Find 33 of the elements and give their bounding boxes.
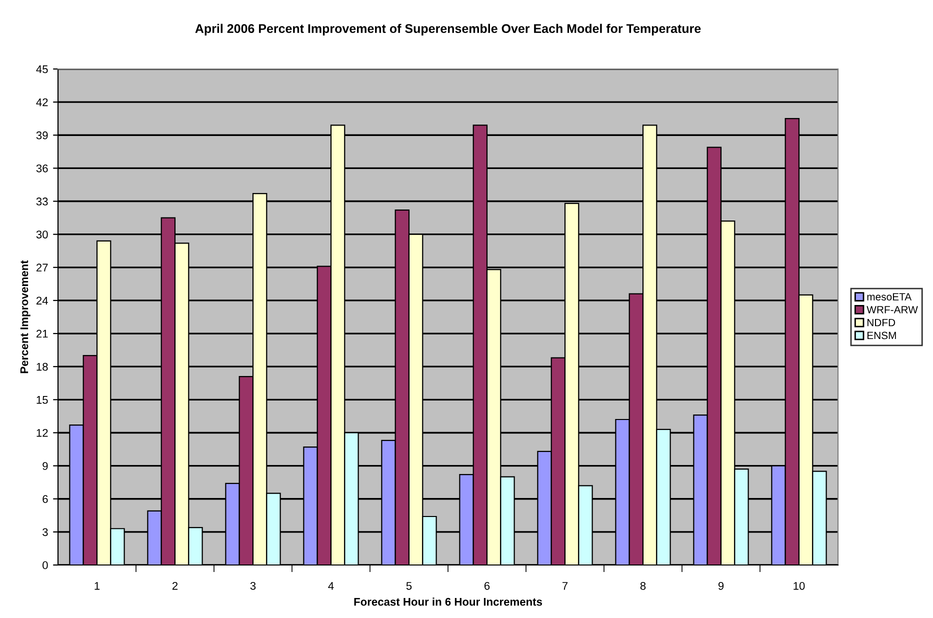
x-tick-label: 4 — [328, 582, 334, 590]
x-axis-title: Forecast Hour in 6 Hour Increments — [354, 598, 542, 606]
y-tick-label: 24 — [36, 296, 48, 304]
y-tick-label: 12 — [36, 429, 48, 437]
x-tick-label: 3 — [250, 582, 256, 590]
x-tick-label: 9 — [718, 582, 724, 590]
legend-label: ENSM — [867, 332, 896, 340]
x-tick-label: 10 — [794, 582, 805, 590]
y-tick-label: 27 — [36, 264, 48, 272]
y-tick-label: 21 — [36, 330, 48, 338]
x-tick-label: 8 — [640, 582, 646, 590]
y-tick-label: 39 — [36, 131, 48, 140]
y-tick-label: 30 — [36, 230, 48, 238]
y-tick-label: 33 — [36, 198, 48, 206]
chart-title: April 2006 Percent Improvement of Superensemble Over Each Model for Temperature — [195, 24, 701, 36]
x-tick-label: 7 — [562, 582, 568, 590]
legend-label: NDFD — [867, 319, 896, 326]
y-tick-label: 0 — [42, 561, 48, 570]
y-tick-label: 45 — [36, 65, 48, 74]
y-tick-label: 18 — [36, 362, 48, 371]
legend-label: WRF-ARW — [866, 306, 918, 314]
y-axis-title: Percent Improvement — [20, 260, 30, 374]
y-tick-label: 3 — [42, 528, 48, 536]
x-tick-label: 5 — [406, 582, 412, 590]
x-tick-label: 6 — [484, 582, 490, 590]
y-tick-label: 9 — [42, 462, 48, 470]
y-tick-label: 36 — [36, 164, 48, 172]
y-tick-label: 42 — [36, 98, 48, 106]
x-tick-label: 2 — [172, 582, 178, 590]
x-tick-label: 1 — [94, 582, 100, 590]
y-tick-label: 15 — [36, 396, 48, 404]
legend-label: mesoETA — [867, 293, 912, 300]
y-tick-label: 6 — [42, 495, 48, 503]
